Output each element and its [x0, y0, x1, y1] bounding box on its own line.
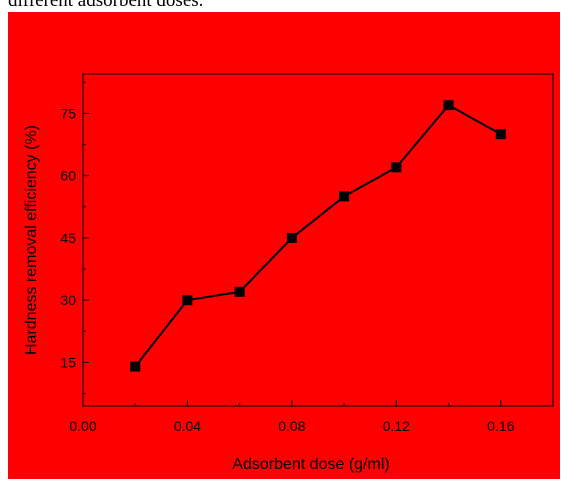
data-point-marker [286, 232, 297, 243]
data-point-marker [391, 162, 402, 173]
y-tick-label: 45 [60, 230, 76, 246]
x-tick-label: 0.04 [174, 418, 201, 434]
x-tick-label: 0.16 [487, 418, 514, 434]
y-tick-label: 75 [60, 105, 76, 121]
line-chart: Hardness removal efficiency (%) Adsorben… [23, 73, 554, 473]
x-tick-label: 0.00 [69, 418, 96, 434]
plot-frame [82, 73, 554, 407]
data-line [134, 104, 502, 368]
figure-caption: different adsorbent doses. [8, 0, 204, 11]
x-tick-label: 0.12 [383, 418, 410, 434]
x-axis-label: Adsorbent dose (g/ml) [232, 456, 389, 473]
data-point-marker [234, 286, 245, 297]
y-tick-label: 60 [60, 168, 76, 184]
data-point-marker [495, 129, 506, 140]
data-point-marker [182, 295, 193, 306]
y-tick-label: 15 [60, 354, 76, 370]
y-tick-label: 30 [60, 292, 76, 308]
data-point-marker [130, 361, 141, 372]
y-axis-label: Hardness removal efficiency (%) [23, 125, 40, 355]
x-tick-label: 0.08 [278, 418, 305, 434]
data-point-marker [443, 100, 454, 111]
chart-figure: Hardness removal efficiency (%) Adsorben… [8, 12, 560, 479]
data-point-marker [339, 191, 350, 202]
